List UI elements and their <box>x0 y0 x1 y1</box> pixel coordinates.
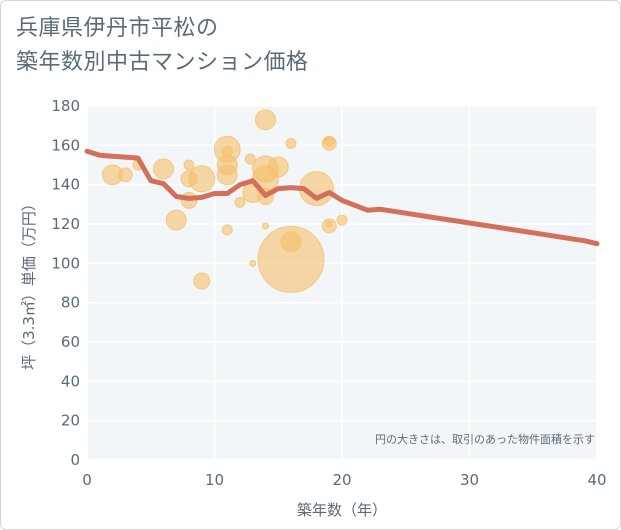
x-tick-label: 40 <box>587 471 606 489</box>
data-bubble <box>153 158 174 180</box>
chart-title-line-1: 兵庫県伊丹市平松の <box>16 16 219 41</box>
data-bubble <box>323 135 335 147</box>
data-bubble <box>117 167 133 183</box>
y-tick-label: 60 <box>61 333 80 351</box>
data-bubble <box>336 214 348 226</box>
y-tick-label: 160 <box>51 136 80 154</box>
x-tick-label: 20 <box>332 471 351 489</box>
bubbles <box>102 109 348 293</box>
data-bubble <box>257 225 325 293</box>
y-axis-label: 坪（3.3㎡）単価（万円） <box>20 196 38 370</box>
x-axis-ticks: 0 10 20 30 40 <box>82 471 606 489</box>
chart-title: 兵庫県伊丹市平松の 築年数別中古マンション価格 <box>16 12 309 80</box>
data-bubble <box>183 159 195 171</box>
data-bubble <box>255 109 276 131</box>
y-tick-label: 40 <box>61 372 80 390</box>
data-bubble <box>234 196 246 208</box>
y-tick-label: 180 <box>51 97 80 115</box>
y-tick-label: 140 <box>51 176 80 194</box>
y-tick-label: 0 <box>70 451 80 469</box>
bubble-size-note: 円の大きさは、取引のあった物件面積を示す <box>375 432 595 446</box>
x-tick-label: 0 <box>82 471 92 489</box>
trend-line <box>84 148 600 247</box>
data-bubble <box>193 272 211 290</box>
data-bubble <box>165 209 187 231</box>
x-tick-label: 10 <box>205 471 224 489</box>
x-tick-label: 30 <box>460 471 479 489</box>
chart-title-line-2: 築年数別中古マンション価格 <box>16 50 309 75</box>
y-tick-label: 80 <box>61 294 80 312</box>
data-bubble <box>221 145 233 157</box>
data-bubble <box>262 222 269 230</box>
data-bubble <box>285 137 297 149</box>
data-bubble <box>180 170 198 188</box>
data-bubble <box>244 153 256 165</box>
data-bubble <box>325 220 333 228</box>
y-tick-label: 100 <box>51 254 80 272</box>
data-bubble <box>221 224 233 236</box>
data-bubble <box>280 231 302 253</box>
y-tick-label: 120 <box>51 215 80 233</box>
data-bubble <box>249 259 257 267</box>
data-bubble <box>267 156 289 178</box>
y-tick-label: 20 <box>61 412 80 430</box>
y-axis-ticks: 0 20 40 60 80 100 120 140 160 180 <box>51 97 80 469</box>
data-bubble <box>216 164 238 186</box>
x-axis-label: 築年数（年） <box>297 501 387 519</box>
